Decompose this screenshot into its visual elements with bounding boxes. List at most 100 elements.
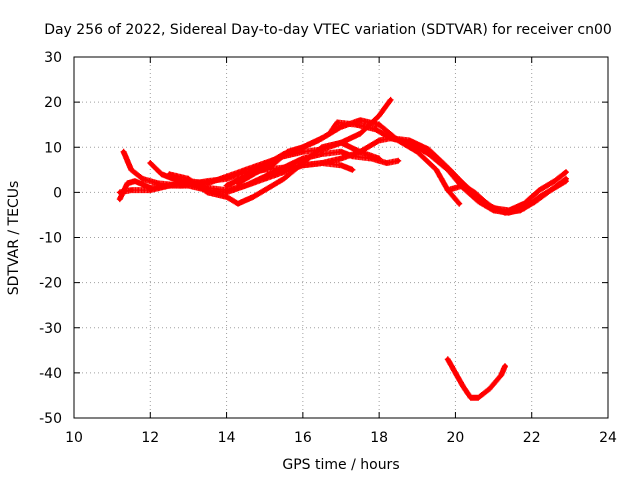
data-point xyxy=(376,122,382,127)
data-point xyxy=(148,185,153,191)
data-point xyxy=(502,363,508,369)
data-point xyxy=(178,183,183,188)
data-point xyxy=(396,138,401,143)
data-point xyxy=(281,176,286,181)
data-point xyxy=(167,172,172,177)
y-tick-label: 30 xyxy=(44,50,62,66)
data-point xyxy=(376,156,382,161)
data-point xyxy=(548,187,553,193)
data-point xyxy=(350,167,355,172)
y-tick-label: 20 xyxy=(44,95,62,111)
data-point xyxy=(129,187,134,193)
data-point xyxy=(224,187,229,193)
data-point xyxy=(121,149,126,154)
data-point xyxy=(125,181,130,186)
data-point xyxy=(251,194,256,200)
y-tick-label: -40 xyxy=(39,366,62,382)
data-point xyxy=(132,178,138,184)
data-point xyxy=(262,163,267,168)
series-track-9 xyxy=(444,356,508,401)
data-point xyxy=(224,194,229,200)
data-point xyxy=(563,169,569,175)
data-point xyxy=(502,210,508,215)
data-point xyxy=(487,203,492,209)
data-point xyxy=(235,201,241,206)
data-point xyxy=(338,149,344,154)
data-point xyxy=(281,169,286,175)
data-point xyxy=(445,187,450,193)
data-point xyxy=(335,120,340,125)
data-point xyxy=(376,138,382,143)
y-axis-label: SDTVAR / TECUs xyxy=(6,181,22,296)
data-point xyxy=(445,165,450,170)
data-point xyxy=(319,151,325,157)
data-point xyxy=(472,190,477,195)
data-point xyxy=(140,176,145,181)
data-point xyxy=(552,178,557,184)
data-point xyxy=(396,158,401,163)
data-point xyxy=(155,181,161,186)
data-point xyxy=(300,145,306,150)
x-tick-label: 20 xyxy=(447,430,465,446)
y-tick-label: -50 xyxy=(39,411,62,427)
x-tick-label: 22 xyxy=(523,430,541,446)
data-point xyxy=(243,174,248,179)
data-point xyxy=(357,118,363,123)
y-tick-label: 0 xyxy=(53,185,62,201)
data-point xyxy=(117,196,123,202)
series-track-8 xyxy=(444,175,569,216)
data-point xyxy=(281,151,286,157)
y-tick-label: 10 xyxy=(44,140,62,156)
data-point xyxy=(460,384,466,389)
x-tick-label: 12 xyxy=(141,430,159,446)
data-point xyxy=(319,160,325,166)
data-point xyxy=(319,145,325,150)
data-point xyxy=(159,172,164,177)
data-point xyxy=(434,167,439,172)
data-point xyxy=(224,176,229,181)
data-point xyxy=(415,149,420,154)
data-point xyxy=(262,187,267,193)
data-point xyxy=(376,113,382,118)
data-point xyxy=(186,176,191,181)
tick-layer: 10 12 14 16 18 20 22 24 -50 -40 -30 -20 -10 0 10 20 30 xyxy=(39,50,617,446)
x-tick-label: 14 xyxy=(218,430,236,446)
data-point xyxy=(357,131,363,136)
chart-title: Day 256 of 2022, Sidereal Day-to-day VTE… xyxy=(44,22,612,38)
data-point xyxy=(384,160,389,166)
x-tick-label: 18 xyxy=(370,430,388,446)
data-point xyxy=(319,136,325,141)
data-point xyxy=(338,156,344,161)
data-point xyxy=(457,201,462,206)
y-tick-label: -10 xyxy=(39,231,62,247)
data-point xyxy=(129,167,134,172)
data-point xyxy=(148,160,153,166)
data-point xyxy=(243,183,248,188)
data-point xyxy=(533,199,538,204)
data-point xyxy=(338,163,344,168)
data-point xyxy=(338,124,344,130)
data-point xyxy=(445,357,450,362)
data-point xyxy=(476,395,481,400)
series-track-5 xyxy=(166,139,383,207)
data-point xyxy=(205,178,210,184)
data-point xyxy=(300,149,306,154)
grid xyxy=(74,57,608,418)
data-point xyxy=(388,97,393,103)
data-point xyxy=(262,176,267,181)
data-point xyxy=(300,160,306,166)
data-point xyxy=(407,138,412,143)
data-point xyxy=(487,386,492,391)
data-layer xyxy=(116,96,569,401)
x-axis-label: GPS time / hours xyxy=(282,457,399,473)
data-point xyxy=(499,372,504,378)
data-point xyxy=(537,187,542,193)
data-point xyxy=(205,190,210,195)
data-point xyxy=(453,370,458,376)
y-tick-label: -20 xyxy=(39,276,62,292)
x-tick-label: 16 xyxy=(294,430,312,446)
series-track-7 xyxy=(223,117,463,207)
data-point xyxy=(224,183,229,188)
data-point xyxy=(338,140,344,145)
